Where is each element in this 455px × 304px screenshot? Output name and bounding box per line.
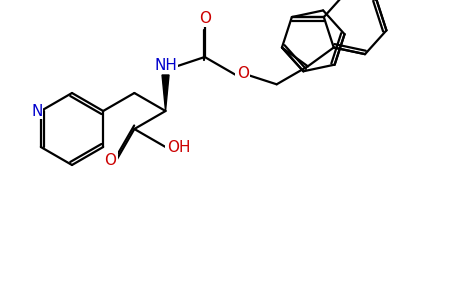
Text: NH: NH (154, 57, 177, 72)
Text: O: O (237, 65, 249, 81)
Text: O: O (199, 11, 211, 26)
Text: N: N (31, 103, 42, 119)
Text: O: O (104, 153, 116, 168)
Text: O: O (104, 153, 116, 168)
Text: OH: OH (167, 140, 190, 154)
Text: N: N (31, 103, 42, 119)
Polygon shape (162, 75, 169, 111)
